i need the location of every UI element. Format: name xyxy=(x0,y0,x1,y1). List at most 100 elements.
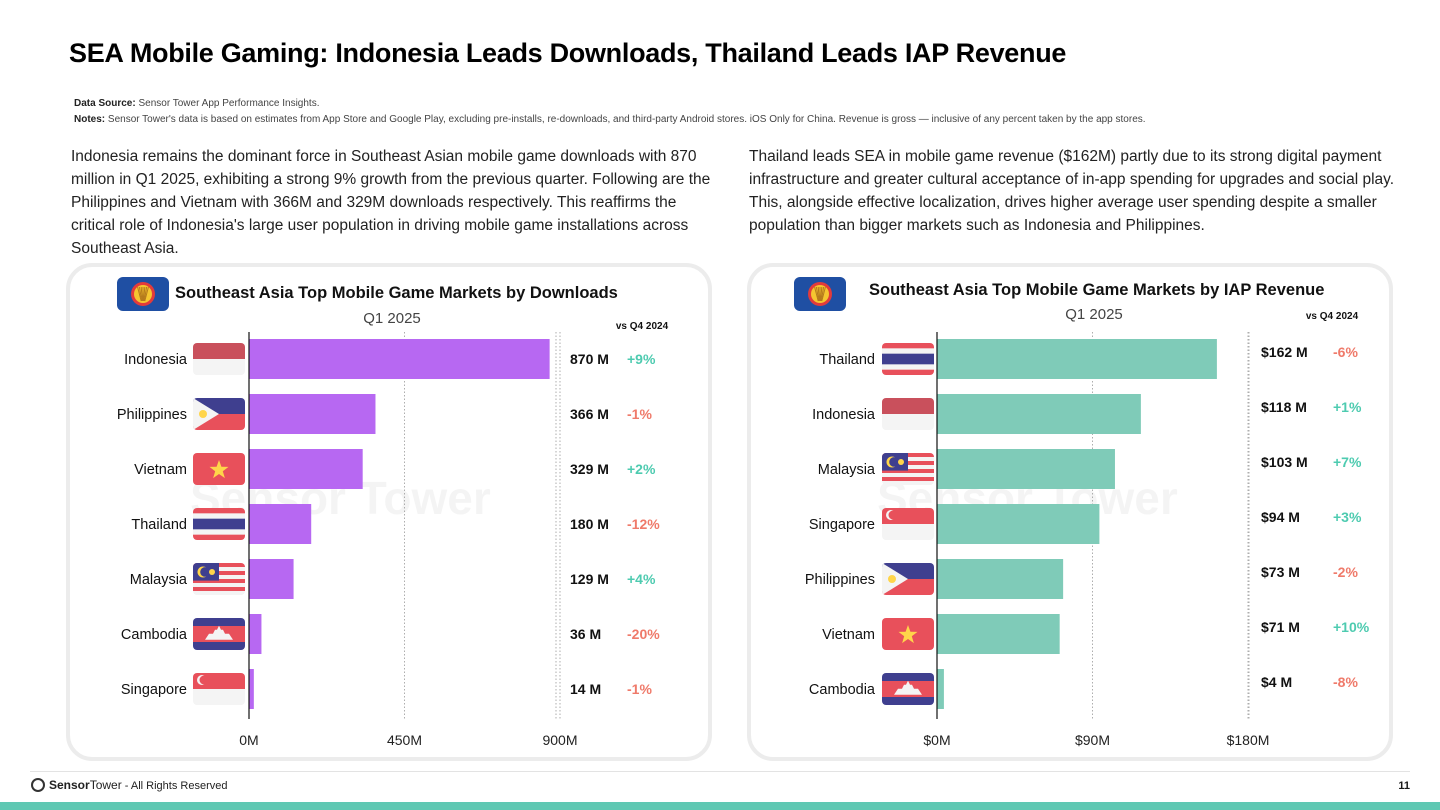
bar xyxy=(937,394,1141,434)
footer-brand-bold: Sensor xyxy=(49,778,90,792)
flag-moon-cut xyxy=(888,510,898,520)
chart-subtitle: Q1 2025 xyxy=(1065,306,1123,323)
footer-brand-light: Tower xyxy=(89,778,122,792)
flag-body xyxy=(882,453,934,485)
flag-moon-cut xyxy=(199,675,209,685)
category-label: Vietnam xyxy=(134,462,187,478)
page-title: SEA Mobile Gaming: Indonesia Leads Downl… xyxy=(69,38,1067,68)
change-label: -1% xyxy=(627,406,652,422)
category-label: Singapore xyxy=(809,517,875,533)
notes-label: Notes: xyxy=(74,114,106,125)
x-tick-label: 450M xyxy=(387,732,422,748)
bar xyxy=(249,449,363,489)
category-label: Cambodia xyxy=(809,682,876,698)
flag-temple xyxy=(894,680,922,695)
category-label: Malaysia xyxy=(130,572,188,588)
cambodia-flag-icon xyxy=(193,618,245,650)
flag-moon-cut xyxy=(889,457,899,467)
category-label: Thailand xyxy=(819,352,875,368)
value-label: 180 M xyxy=(570,516,609,532)
revenue-chart-card: Southeast Asia Top Mobile Game Markets b… xyxy=(747,263,1393,761)
change-label: -20% xyxy=(627,626,660,642)
value-label: $94 M xyxy=(1261,509,1300,525)
category-label: Indonesia xyxy=(124,352,188,368)
flag-body xyxy=(882,563,934,595)
indonesia-flag-icon xyxy=(882,398,934,430)
asean-stalk xyxy=(143,286,146,302)
category-label: Indonesia xyxy=(812,407,876,423)
revenue-chart: Southeast Asia Top Mobile Game Markets b… xyxy=(794,277,1370,748)
x-tick-label: 900M xyxy=(542,732,577,748)
footer-rights: - All Rights Reserved xyxy=(121,780,228,792)
flag-sun xyxy=(199,410,207,418)
flag-stripe xyxy=(882,477,934,481)
sensor-tower-logo-icon xyxy=(31,778,45,792)
flag-body xyxy=(882,508,934,540)
flag-red xyxy=(882,398,934,414)
value-label: $118 M xyxy=(1261,399,1307,415)
bar xyxy=(937,614,1060,654)
chart-title: Southeast Asia Top Mobile Game Markets b… xyxy=(869,281,1324,299)
indonesia-flag-icon xyxy=(193,343,245,375)
category-label: Philippines xyxy=(805,572,875,588)
flag-star xyxy=(898,625,918,644)
downloads-chart: Southeast Asia Top Mobile Game Markets b… xyxy=(117,277,669,748)
notes: Data Source: Sensor Tower App Performanc… xyxy=(74,96,1146,128)
flag-stripe xyxy=(882,473,934,477)
value-label: 366 M xyxy=(570,406,609,422)
downloads-paragraph: Indonesia remains the dominant force in … xyxy=(71,148,711,257)
flag-body xyxy=(882,398,934,430)
category-label: Cambodia xyxy=(121,627,188,643)
vietnam-flag-icon xyxy=(193,453,245,485)
notes-text: Sensor Tower's data is based on estimate… xyxy=(105,114,1146,125)
category-label: Thailand xyxy=(131,517,187,533)
flag-stripe xyxy=(882,469,934,473)
flag-body xyxy=(193,508,245,540)
bar xyxy=(249,614,262,654)
revenue-paragraph: Thailand leads SEA in mobile game revenu… xyxy=(749,148,1395,234)
malaysia-flag-icon xyxy=(193,563,245,595)
change-label: -12% xyxy=(627,516,660,532)
downloads-chart-card: Southeast Asia Top Mobile Game Markets b… xyxy=(66,263,712,761)
category-label: Vietnam xyxy=(822,627,875,643)
flag-body xyxy=(193,673,245,705)
bar xyxy=(937,449,1115,489)
flag-body xyxy=(882,618,934,650)
change-header: vs Q4 2024 xyxy=(1306,311,1359,322)
flag-star xyxy=(209,568,215,575)
flag-white xyxy=(193,689,245,705)
asean-stalk xyxy=(143,286,148,302)
asean-stalk xyxy=(821,286,826,302)
flag-star xyxy=(209,460,229,479)
asean-logo-icon xyxy=(117,277,169,311)
x-tick-label: $0M xyxy=(923,732,950,748)
change-label: -1% xyxy=(627,681,652,697)
asean-stalk xyxy=(144,286,149,302)
x-tick-label: 0M xyxy=(239,732,258,748)
x-tick-label: $180M xyxy=(1227,732,1270,748)
asean-stalk xyxy=(138,286,143,302)
bar xyxy=(937,669,944,709)
bar xyxy=(249,339,550,379)
flag-stripe xyxy=(193,591,245,595)
change-label: +7% xyxy=(1333,454,1362,470)
flag-moon-cut xyxy=(200,567,210,577)
change-header: vs Q4 2024 xyxy=(616,321,669,332)
asean-stalk xyxy=(137,286,142,302)
asean-logo-icon xyxy=(794,277,846,311)
x-tick-label: $90M xyxy=(1075,732,1110,748)
flag-blue xyxy=(193,518,245,530)
singapore-flag-icon xyxy=(193,673,245,705)
change-label: +2% xyxy=(627,461,656,477)
value-label: $162 M xyxy=(1261,344,1308,360)
flag-stripe xyxy=(193,587,245,591)
bottom-accent-bar xyxy=(0,802,1440,810)
flag-white xyxy=(882,524,934,540)
flag-temple xyxy=(205,625,233,640)
category-label: Singapore xyxy=(121,682,187,698)
singapore-flag-icon xyxy=(882,508,934,540)
value-label: 329 M xyxy=(570,461,609,477)
flag-star xyxy=(898,458,904,465)
bar xyxy=(249,504,312,544)
value-label: $71 M xyxy=(1261,619,1300,635)
